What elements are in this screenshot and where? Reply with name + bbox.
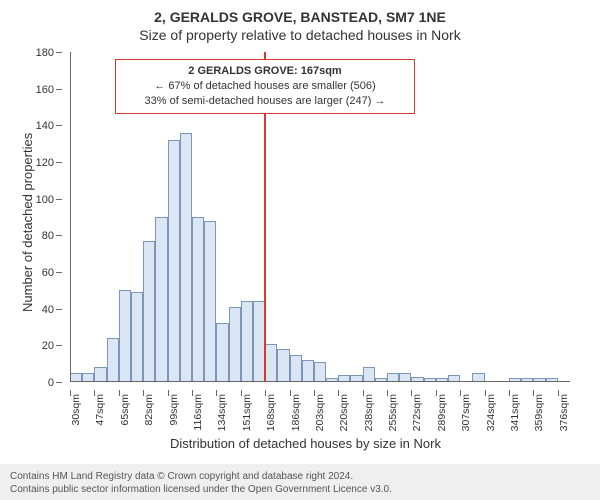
callout-line1: 2 GERALDS GROVE: 167sqm xyxy=(124,64,406,79)
chart-title: 2, GERALDS GROVE, BANSTEAD, SM7 1NE Size… xyxy=(0,0,600,44)
bar xyxy=(241,301,253,382)
bar xyxy=(107,338,119,382)
y-axis-title: Number of detached properties xyxy=(20,133,35,312)
bar xyxy=(143,241,155,382)
footer-line2: Contains public sector information licen… xyxy=(10,483,590,496)
bar xyxy=(119,290,131,382)
x-axis-line xyxy=(70,381,570,382)
x-axis-title: Distribution of detached houses by size … xyxy=(170,436,441,451)
bar xyxy=(277,349,289,382)
footer: Contains HM Land Registry data © Crown c… xyxy=(0,464,600,500)
bar xyxy=(192,217,204,382)
callout-line3: 33% of semi-detached houses are larger (… xyxy=(124,94,406,109)
bar xyxy=(131,292,143,382)
bar xyxy=(204,221,216,382)
footer-line1: Contains HM Land Registry data © Crown c… xyxy=(10,470,590,483)
bar xyxy=(314,362,326,382)
bar xyxy=(290,355,302,383)
chart-title-line1: 2, GERALDS GROVE, BANSTEAD, SM7 1NE xyxy=(0,8,600,26)
bar xyxy=(363,367,375,382)
bar xyxy=(265,344,277,383)
y-axis-line xyxy=(70,52,71,382)
bar xyxy=(216,323,228,382)
bar xyxy=(253,301,265,382)
bar xyxy=(302,360,314,382)
bar xyxy=(229,307,241,382)
bar xyxy=(180,133,192,382)
callout-box: 2 GERALDS GROVE: 167sqm ← 67% of detache… xyxy=(115,59,415,114)
chart-title-line2: Size of property relative to detached ho… xyxy=(0,26,600,44)
callout-line2: ← 67% of detached houses are smaller (50… xyxy=(124,79,406,94)
bar xyxy=(168,140,180,382)
bar xyxy=(155,217,167,382)
bar xyxy=(94,367,106,382)
